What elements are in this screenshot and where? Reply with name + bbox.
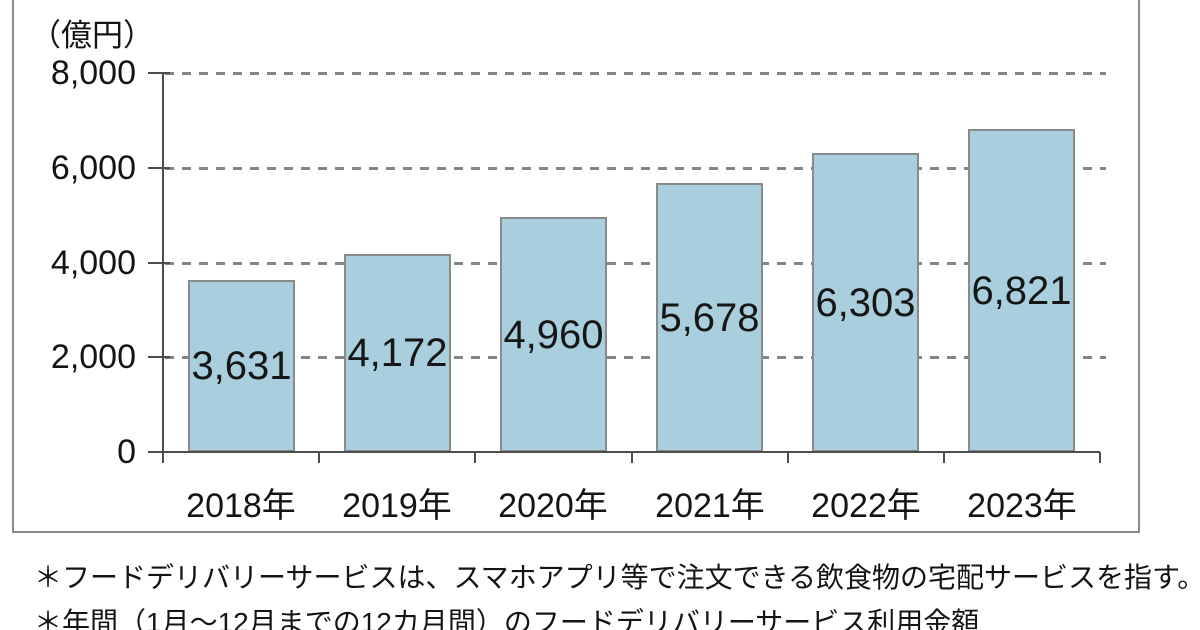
- x-category-label-2020年: 2020年: [498, 487, 608, 525]
- x-tick-4: [787, 452, 789, 463]
- bar-2022年: 6,303: [812, 153, 919, 452]
- y-tick-label-0: 0: [117, 433, 136, 471]
- y-tick-4000: [148, 261, 170, 264]
- footnote-definition: ＊フードデリバリーサービスは、スマホアプリ等で注文できる飲食物の宅配サービスを指…: [34, 562, 1200, 593]
- bar-2020年: 4,960: [500, 217, 607, 452]
- y-tick-label-2000: 2,000: [50, 338, 136, 377]
- x-category-label-2019年: 2019年: [342, 487, 452, 525]
- x-tick-1: [318, 452, 320, 463]
- bar-value-label-2018年: 3,631: [191, 344, 292, 388]
- bar-value-label-2021年: 5,678: [659, 295, 760, 340]
- y-tick-label-8000: 8,000: [50, 54, 136, 92]
- bar-value-label-2019年: 4,172: [347, 331, 448, 375]
- x-category-label-2022年: 2022年: [811, 487, 921, 525]
- bar-value-label-2020年: 4,960: [503, 312, 604, 357]
- gridline-2000: [165, 356, 1106, 360]
- y-tick-8000: [148, 72, 170, 74]
- bar-2023年: 6,821: [968, 129, 1075, 452]
- y-axis-unit-label: （億円）: [30, 18, 154, 53]
- x-category-label-2023年: 2023年: [967, 487, 1077, 525]
- x-tick-6: [1099, 452, 1101, 463]
- y-axis-line: [162, 73, 164, 463]
- gridline-6000: [165, 166, 1106, 170]
- y-tick-2000: [148, 356, 170, 359]
- y-tick-6000: [148, 166, 170, 169]
- y-tick-0: [148, 451, 170, 453]
- x-category-label-2021年: 2021年: [655, 487, 765, 525]
- gridline-4000: [165, 261, 1106, 265]
- x-category-label-2018年: 2018年: [186, 487, 296, 525]
- footnote-period: ＊年間（1月～12月までの12カ月間）のフードデリバリーサービス利用金額: [34, 607, 980, 630]
- x-tick-3: [631, 452, 633, 463]
- y-tick-label-6000: 6,000: [50, 148, 136, 187]
- y-tick-label-4000: 4,000: [50, 243, 136, 282]
- bar-2019年: 4,172: [344, 254, 451, 452]
- x-tick-5: [943, 452, 945, 463]
- bar-2021年: 5,678: [656, 183, 763, 452]
- bar-2018年: 3,631: [188, 280, 295, 452]
- x-tick-2: [474, 452, 476, 463]
- bar-value-label-2022年: 6,303: [815, 280, 916, 325]
- gridline-8000: [165, 72, 1106, 75]
- bar-value-label-2023年: 6,821: [971, 268, 1072, 313]
